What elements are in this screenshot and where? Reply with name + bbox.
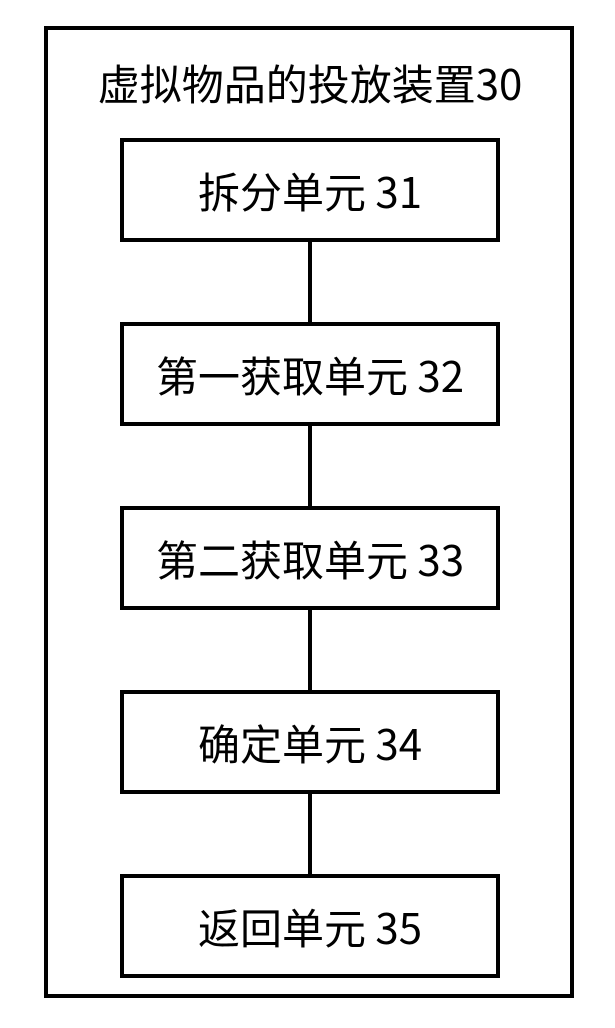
node-determine-unit: 确定单元 34 xyxy=(120,690,500,794)
node-label: 第二获取单元 33 xyxy=(156,528,464,589)
node-first-acquire-unit: 第一获取单元 32 xyxy=(120,322,500,426)
node-label: 确定单元 34 xyxy=(198,712,422,773)
node-label: 第一获取单元 32 xyxy=(156,344,464,405)
edge-n3-n4 xyxy=(308,610,312,690)
edge-n4-n5 xyxy=(308,794,312,874)
edge-n1-n2 xyxy=(308,242,312,322)
node-return-unit: 返回单元 35 xyxy=(120,874,500,978)
diagram-title: 虚拟物品的投放装置30 xyxy=(60,52,560,113)
node-label: 返回单元 35 xyxy=(198,896,422,957)
node-label: 拆分单元 31 xyxy=(198,160,422,221)
node-split-unit: 拆分单元 31 xyxy=(120,138,500,242)
node-second-acquire-unit: 第二获取单元 33 xyxy=(120,506,500,610)
edge-n2-n3 xyxy=(308,426,312,506)
diagram-canvas: 虚拟物品的投放装置30 拆分单元 31 第一获取单元 32 第二获取单元 33 … xyxy=(0,0,615,1028)
